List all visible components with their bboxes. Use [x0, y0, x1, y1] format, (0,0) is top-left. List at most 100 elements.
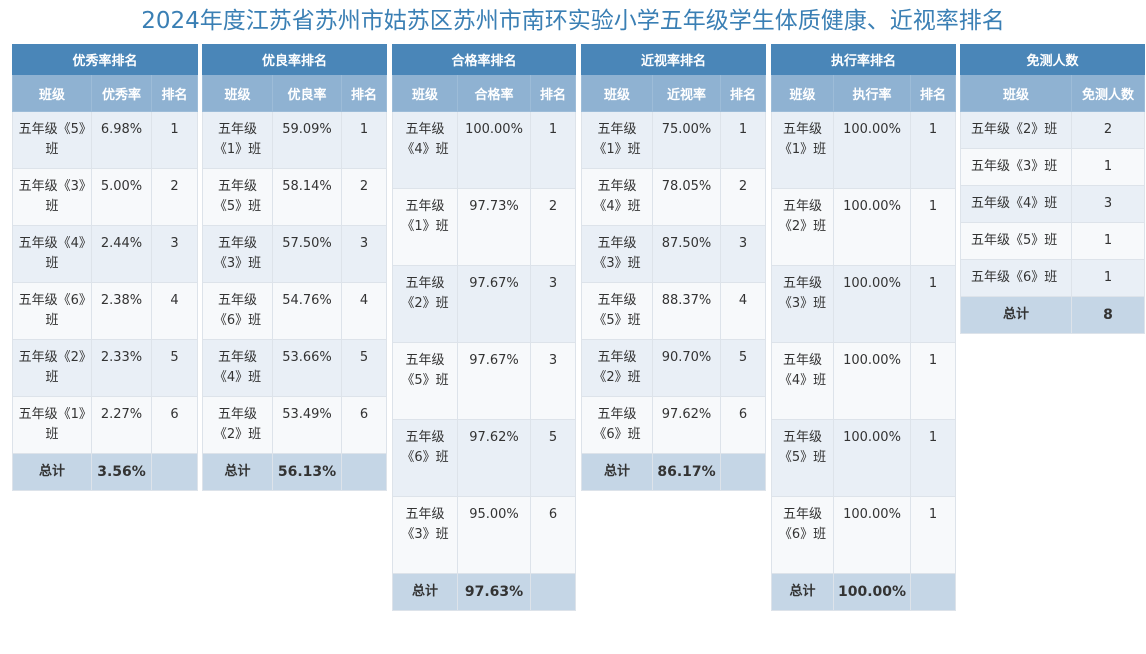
column-header-class: 班级 [12, 74, 92, 112]
page-title: 2024年度江苏省苏州市姑苏区苏州市南环实验小学五年级学生体质健康、近视率排名 [141, 8, 1005, 34]
class-cell: 五年级《4》班 [202, 339, 273, 397]
class-cell: 五年级《2》班 [202, 396, 273, 454]
rank-cell: 6 [150, 396, 199, 454]
rank-cell: 5 [529, 419, 577, 497]
total-label: 总计 [771, 573, 834, 611]
rank-cell: 3 [340, 225, 388, 283]
table-row: 五年级《6》班 97.62% 6 [581, 396, 767, 454]
rank-cell: 1 [150, 111, 199, 169]
total-value: 3.56% [91, 453, 152, 491]
total-row: 总计 97.63% [392, 573, 577, 611]
table-row: 五年级《3》班 5.00% 2 [12, 168, 199, 226]
table-row: 五年级《3》班 87.50% 3 [581, 225, 767, 283]
class-cell: 五年级《3》班 [202, 225, 273, 283]
rank-cell: 1 [909, 496, 957, 574]
column-header-class: 班级 [581, 74, 653, 112]
total-value: 86.17% [652, 453, 721, 491]
rate-cell: 100.00% [833, 419, 911, 497]
rate-cell: 59.09% [272, 111, 342, 169]
class-cell: 五年级《4》班 [771, 342, 834, 420]
class-cell: 五年级《6》班 [960, 259, 1072, 297]
table-row: 五年级《4》班 100.00% 1 [392, 111, 577, 189]
myopia-rate-table: 近视率排名 班级 近视率 排名 五年级《1》班 75.00% 1 五年级《4》班 78… [580, 44, 767, 491]
column-header-rank: 排名 [529, 74, 577, 112]
total-value: 8 [1070, 296, 1146, 334]
table-row: 五年级《4》班 78.05% 2 [581, 168, 767, 226]
total-row: 总计 3.56% [12, 453, 199, 491]
column-header-rate: 近视率 [652, 74, 721, 112]
rank-cell: 1 [340, 111, 388, 169]
class-cell: 五年级《6》班 [392, 419, 458, 497]
column-header-rate: 优良率 [272, 74, 342, 112]
rate-cell: 54.76% [272, 282, 342, 340]
table-row: 五年级《1》班 97.73% 2 [392, 188, 577, 266]
class-cell: 五年级《5》班 [771, 419, 834, 497]
rank-cell: 1 [909, 188, 957, 266]
exempt-cell: 3 [1070, 185, 1146, 223]
class-cell: 五年级《1》班 [392, 188, 458, 266]
class-cell: 五年级《5》班 [202, 168, 273, 226]
class-cell: 五年级《4》班 [12, 225, 92, 283]
table-row: 五年级《2》班 100.00% 1 [771, 188, 957, 266]
rate-cell: 97.73% [457, 188, 531, 266]
rate-cell: 100.00% [833, 342, 911, 420]
total-value: 100.00% [833, 573, 911, 611]
rank-cell: 6 [340, 396, 388, 454]
rate-cell: 2.27% [91, 396, 152, 454]
excellent-rate-table: 优秀率排名 班级 优秀率 排名 五年级《5》班 6.98% 1 五年级《3》班 5.0… [11, 44, 199, 491]
pass-rate-table: 合格率排名 班级 合格率 排名 五年级《4》班 100.00% 1 五年级《1》班 9… [391, 44, 577, 611]
rank-cell: 3 [150, 225, 199, 283]
rank-cell: 2 [340, 168, 388, 226]
total-row: 总计 100.00% [771, 573, 957, 611]
rate-cell: 57.50% [272, 225, 342, 283]
exempt-cell: 1 [1070, 222, 1146, 260]
total-empty-cell [529, 573, 577, 611]
table-row: 五年级《6》班 97.62% 5 [392, 419, 577, 497]
column-header-rank: 排名 [909, 74, 957, 112]
rank-cell: 3 [719, 225, 767, 283]
rate-cell: 75.00% [652, 111, 721, 169]
total-row: 总计 8 [960, 296, 1146, 334]
table-row: 五年级《5》班 88.37% 4 [581, 282, 767, 340]
class-cell: 五年级《3》班 [960, 148, 1072, 186]
class-cell: 五年级《6》班 [581, 396, 653, 454]
column-header-rate: 执行率 [833, 74, 911, 112]
total-row: 总计 56.13% [202, 453, 388, 491]
table-row: 五年级《3》班 100.00% 1 [771, 265, 957, 343]
class-cell: 五年级《5》班 [960, 222, 1072, 260]
table-row: 五年级《2》班 90.70% 5 [581, 339, 767, 397]
class-cell: 五年级《4》班 [392, 111, 458, 189]
table-row: 五年级《5》班 58.14% 2 [202, 168, 388, 226]
rate-cell: 100.00% [833, 111, 911, 189]
table-row: 五年级《2》班 2 [960, 111, 1146, 149]
class-cell: 五年级《3》班 [392, 496, 458, 574]
table-row: 五年级《1》班 59.09% 1 [202, 111, 388, 169]
rate-cell: 100.00% [833, 188, 911, 266]
class-cell: 五年级《4》班 [960, 185, 1072, 223]
rate-cell: 2.44% [91, 225, 152, 283]
execution-rate-table: 执行率排名 班级 执行率 排名 五年级《1》班 100.00% 1 五年级《2》班 1… [770, 44, 957, 611]
table-row: 五年级《1》班 75.00% 1 [581, 111, 767, 169]
exempt-cell: 2 [1070, 111, 1146, 149]
class-cell: 五年级《2》班 [392, 265, 458, 343]
class-cell: 五年级《1》班 [202, 111, 273, 169]
exempt-cell: 1 [1070, 148, 1146, 186]
rate-cell: 88.37% [652, 282, 721, 340]
class-cell: 五年级《3》班 [771, 265, 834, 343]
table-row: 五年级《5》班 6.98% 1 [12, 111, 199, 169]
column-header-rank: 排名 [150, 74, 199, 112]
table-row: 五年级《2》班 97.67% 3 [392, 265, 577, 343]
rank-cell: 1 [909, 265, 957, 343]
total-value: 97.63% [457, 573, 531, 611]
table-row: 五年级《2》班 53.49% 6 [202, 396, 388, 454]
rate-cell: 87.50% [652, 225, 721, 283]
rate-cell: 97.62% [652, 396, 721, 454]
total-row: 总计 86.17% [581, 453, 767, 491]
rate-cell: 58.14% [272, 168, 342, 226]
rate-cell: 6.98% [91, 111, 152, 169]
execution-rate-caption: 执行率排名 [770, 44, 957, 75]
table-row: 五年级《6》班 1 [960, 259, 1146, 297]
class-cell: 五年级《6》班 [202, 282, 273, 340]
class-cell: 五年级《3》班 [581, 225, 653, 283]
rate-cell: 2.33% [91, 339, 152, 397]
